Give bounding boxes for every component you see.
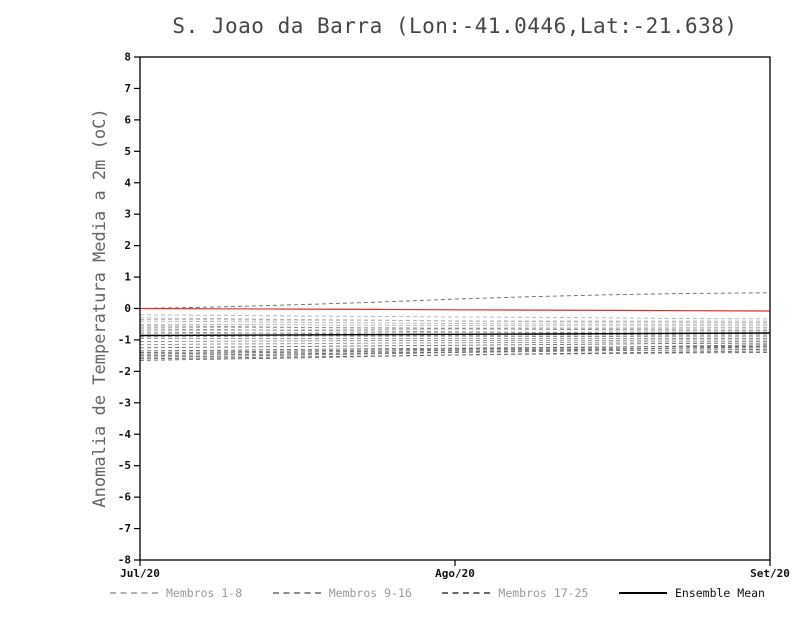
legend-label: Membros 9-16 (328, 586, 412, 600)
x-tick-label: Ago/20 (435, 567, 475, 580)
dashed-line-sample (272, 592, 321, 594)
legend-item-membros-17-25: Membros 17-25 (442, 586, 588, 600)
chart-title: S. Joao da Barra (Lon:-41.0446,Lat:-21.6… (172, 14, 738, 38)
series-line-Membro 21 (139, 348, 771, 358)
y-tick-label: -5 (118, 459, 131, 472)
axis-box (139, 56, 771, 561)
legend-label: Ensemble Mean (674, 586, 765, 600)
y-tick-label: -2 (118, 365, 131, 378)
solid-line-sample (618, 592, 667, 594)
series-line-Membro 3 (139, 320, 770, 325)
series-line-Membro 8 (139, 319, 770, 322)
y-tick-label: -8 (118, 554, 131, 567)
y-tick-label: 3 (124, 208, 131, 221)
series-line-Membro 18 (139, 342, 771, 349)
series-line-Membro 17 (139, 292, 771, 309)
y-tick-label: -7 (118, 522, 131, 535)
y-tick-label: -4 (118, 428, 132, 441)
series-line-Membro 14 (139, 339, 770, 342)
legend-label: Membros 17-25 (498, 586, 589, 600)
y-tick-label: -3 (118, 396, 131, 409)
series-line-Membro 24 (139, 345, 771, 357)
x-tick-label: Jul/20 (120, 567, 160, 580)
series-line-Membro 25 (139, 352, 771, 360)
series-line-Ensemble Mean (139, 332, 771, 337)
series-line-Membro 16 (139, 333, 771, 338)
chart-legend: Membros 1-8 Membros 9-16 Membros 17-25 E… (110, 586, 765, 600)
y-tick-label: 1 (124, 271, 131, 284)
series-line-Membro 5 (140, 326, 771, 329)
series-line-Membro 23 (139, 344, 771, 353)
legend-item-membros-9-16: Membros 9-16 (272, 586, 412, 600)
y-tick-label: 6 (124, 113, 131, 126)
y-tick-label: 0 (124, 302, 131, 315)
y-tick-label: -1 (118, 333, 132, 346)
series-line-Membro 4 (139, 323, 770, 327)
y-tick-label: 8 (124, 51, 131, 64)
y-tick-label: 4 (124, 176, 131, 189)
legend-item-membros-1-8: Membros 1-8 (110, 586, 242, 600)
legend-item-ensemble-mean: Ensemble Mean (618, 586, 765, 600)
x-tick-label: Set/20 (750, 567, 790, 580)
legend-label: Membros 1-8 (166, 586, 243, 600)
y-tick-label: 2 (124, 239, 131, 252)
y-tick-label: -6 (118, 491, 132, 504)
dashed-line-sample (110, 592, 158, 594)
y-tick-label: 5 (124, 145, 131, 158)
y-tick-label: 7 (124, 82, 131, 95)
dashed-line-sample (442, 592, 491, 594)
series-line-red-line (139, 307, 771, 312)
series-line-Membro 9 (139, 325, 771, 331)
series-line-Membro 15 (139, 341, 771, 346)
series-line-Membro 1 (139, 314, 771, 320)
